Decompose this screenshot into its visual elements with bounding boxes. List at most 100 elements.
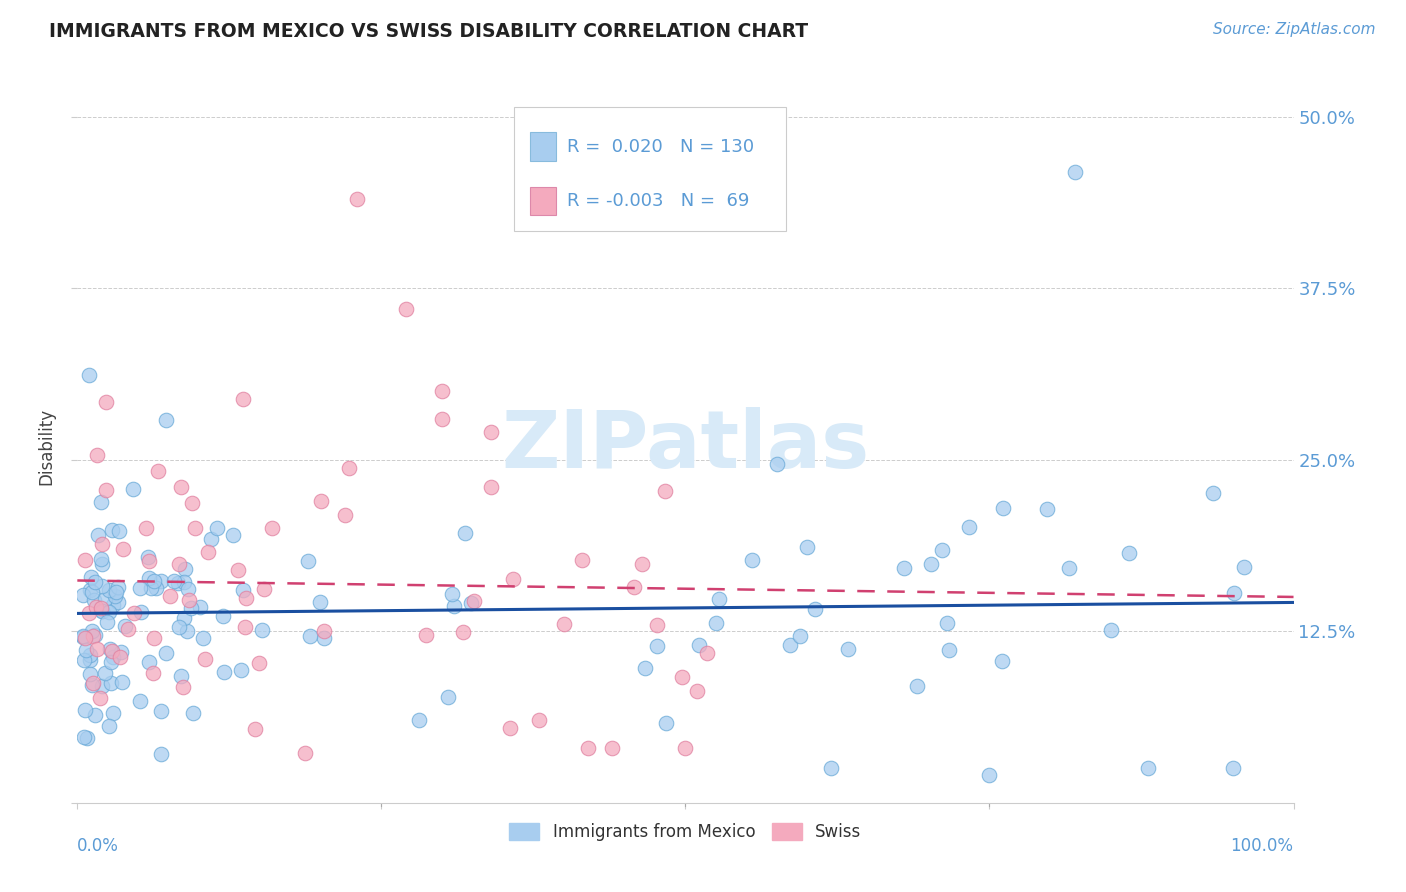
Point [260,521,283,535]
Point [159,589,181,603]
Point [72,629,94,643]
Point [453,625,475,640]
Point [170,669,193,683]
Point [184,521,207,535]
Point [101,644,124,658]
Point [297,554,319,568]
Point [243,722,266,736]
Y-axis label: Disability: Disability [38,408,56,484]
Point [149,704,172,718]
Point [671,670,693,684]
Point [100,641,122,656]
Point [499,721,522,735]
Point [226,563,249,577]
Point [1223,586,1246,600]
Point [121,482,143,496]
Point [454,525,477,540]
Point [135,521,157,535]
Point [150,747,173,761]
Point [138,554,160,568]
Point [820,762,842,776]
Point [415,628,437,642]
Point [90,603,112,617]
Point [1222,762,1244,776]
Point [143,632,166,646]
Point [142,574,165,589]
Point [167,620,190,634]
Point [90,604,112,618]
Point [82,624,104,638]
Point [938,643,960,657]
Point [112,541,135,556]
Point [346,192,368,206]
Point [98,605,121,619]
Point [1118,546,1140,560]
Point [155,646,177,660]
Text: R =  0.020   N = 130: R = 0.020 N = 130 [567,137,754,155]
Point [79,606,101,620]
Point [333,508,356,522]
Point [73,730,96,744]
Point [312,624,335,639]
Point [193,631,215,645]
Point [108,649,131,664]
Point [395,301,418,316]
Point [553,616,575,631]
Point [72,589,94,603]
Point [993,501,1015,516]
Point [696,646,718,660]
Point [837,642,859,657]
Point [463,594,485,608]
Point [294,746,316,760]
Point [84,599,107,614]
Point [634,661,657,675]
Point [194,652,217,666]
Point [138,655,160,669]
Point [129,581,152,595]
Point [94,483,117,498]
Point [479,425,502,440]
Point [142,666,165,681]
Point [222,528,245,542]
Point [170,480,193,494]
Point [232,583,254,598]
Point [957,520,980,534]
Point [309,494,332,508]
Legend: Immigrants from Mexico, Swiss: Immigrants from Mexico, Swiss [503,816,868,848]
Point [129,605,152,619]
Point [675,740,697,755]
Point [1201,485,1223,500]
Point [180,600,202,615]
Point [430,411,453,425]
Point [623,580,645,594]
Point [181,706,204,720]
Point [94,666,117,681]
Point [111,675,134,690]
Point [75,703,97,717]
Point [576,740,599,755]
Point [173,610,195,624]
Point [163,574,186,588]
Point [139,582,162,596]
Point [337,461,360,475]
Point [101,650,124,665]
Point [789,629,811,643]
Point [91,679,114,693]
Point [779,638,801,652]
Point [173,575,195,590]
Point [107,524,129,538]
Point [299,629,322,643]
Point [72,630,94,644]
Point [79,368,101,382]
Point [128,694,150,708]
Point [796,541,818,555]
Point [91,558,114,572]
Point [146,464,169,478]
Point [73,653,96,667]
Point [90,552,112,566]
Point [1036,502,1059,516]
Point [1099,623,1122,637]
Point [430,384,453,398]
Point [138,571,160,585]
Text: ZIPatlas: ZIPatlas [502,407,869,485]
